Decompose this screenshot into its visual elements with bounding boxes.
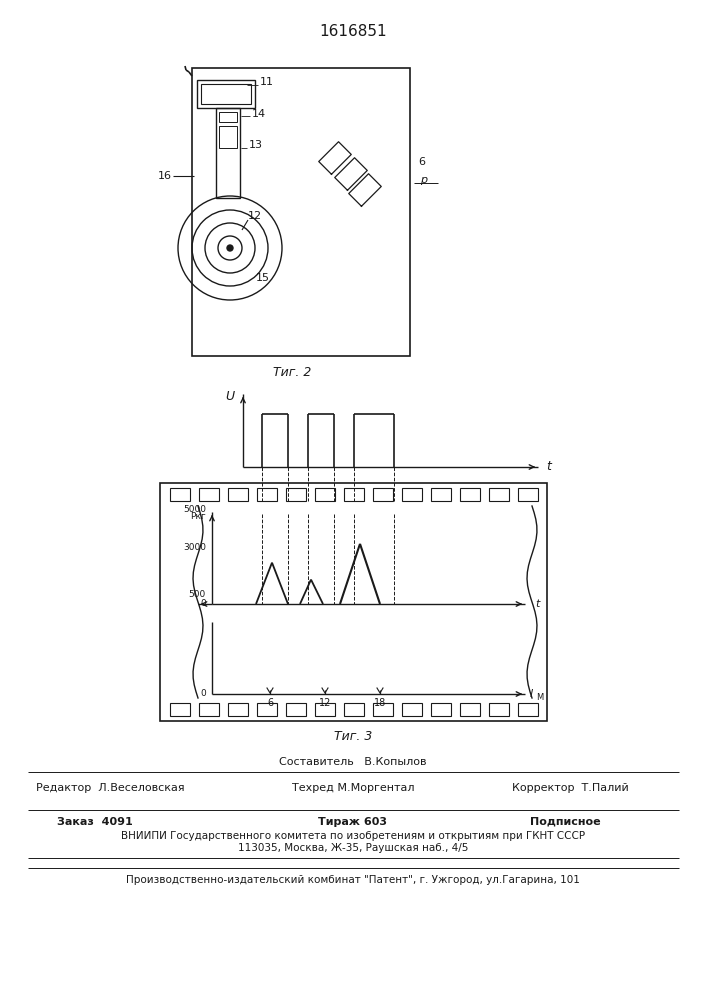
Bar — [199, 488, 219, 501]
Text: 12: 12 — [248, 211, 262, 221]
Bar — [286, 703, 306, 716]
Bar — [518, 488, 538, 501]
Text: 3000: 3000 — [183, 543, 206, 552]
Bar — [344, 488, 364, 501]
Bar — [170, 703, 190, 716]
Bar — [373, 488, 393, 501]
Text: Τиг. 3: Τиг. 3 — [334, 730, 372, 744]
Bar — [219, 112, 237, 122]
Text: 113035, Москва, Ж-35, Раушская наб., 4/5: 113035, Москва, Ж-35, Раушская наб., 4/5 — [238, 843, 468, 853]
Text: t: t — [546, 460, 551, 474]
Bar — [373, 703, 393, 716]
Text: Корректор  Т.Палий: Корректор Т.Палий — [512, 783, 629, 793]
Text: Техред М.Моргентал: Техред М.Моргентал — [292, 783, 414, 793]
Bar — [402, 703, 422, 716]
Text: Заказ  4091: Заказ 4091 — [57, 817, 133, 827]
Text: l: l — [530, 689, 533, 699]
Text: Редактор  Л.Веселовская: Редактор Л.Веселовская — [35, 783, 185, 793]
Bar — [216, 108, 240, 198]
Text: Производственно-издательский комбинат "Патент", г. Ужгород, ул.Гагарина, 101: Производственно-издательский комбинат "П… — [126, 875, 580, 885]
Bar — [257, 488, 277, 501]
Text: 0: 0 — [200, 599, 206, 608]
Bar — [489, 488, 509, 501]
Bar — [460, 703, 480, 716]
Bar — [431, 488, 451, 501]
Bar — [197, 80, 255, 108]
Text: 6: 6 — [418, 157, 425, 167]
Bar — [192, 68, 410, 356]
Text: U: U — [225, 389, 234, 402]
Text: ВНИИПИ Государственного комитета по изобретениям и открытиям при ГКНТ СССР: ВНИИПИ Государственного комитета по изоб… — [121, 831, 585, 841]
Text: М: М — [536, 692, 543, 702]
Bar — [286, 488, 306, 501]
Bar — [315, 703, 335, 716]
Bar — [199, 703, 219, 716]
Text: 6: 6 — [267, 698, 273, 708]
Bar — [257, 703, 277, 716]
Text: t: t — [535, 599, 539, 609]
Bar — [160, 483, 547, 721]
Text: 1616851: 1616851 — [319, 24, 387, 39]
Bar — [460, 488, 480, 501]
Bar — [518, 703, 538, 716]
Text: 14: 14 — [252, 109, 266, 119]
Bar — [431, 703, 451, 716]
Bar — [228, 488, 248, 501]
Text: p: p — [420, 175, 427, 185]
Text: 5000: 5000 — [183, 506, 206, 514]
Text: 18: 18 — [374, 698, 386, 708]
Text: Подписное: Подписное — [530, 817, 600, 827]
Circle shape — [227, 245, 233, 251]
Text: 15: 15 — [256, 273, 270, 283]
Text: 500: 500 — [189, 590, 206, 599]
Bar — [201, 84, 251, 104]
Text: Составитель   В.Копылов: Составитель В.Копылов — [279, 757, 427, 767]
Bar — [344, 703, 364, 716]
Bar — [315, 488, 335, 501]
Bar — [219, 126, 237, 148]
Text: 11: 11 — [260, 77, 274, 87]
Text: 16: 16 — [158, 171, 172, 181]
Bar — [402, 488, 422, 501]
Text: Ркг: Ркг — [190, 512, 206, 521]
Bar — [228, 703, 248, 716]
Bar — [170, 488, 190, 501]
Text: 0: 0 — [200, 690, 206, 698]
Text: Τиг. 2: Τиг. 2 — [273, 365, 311, 378]
Bar — [489, 703, 509, 716]
Text: 12: 12 — [319, 698, 331, 708]
Text: 13: 13 — [249, 140, 263, 150]
Text: Тираж 603: Тираж 603 — [318, 817, 387, 827]
